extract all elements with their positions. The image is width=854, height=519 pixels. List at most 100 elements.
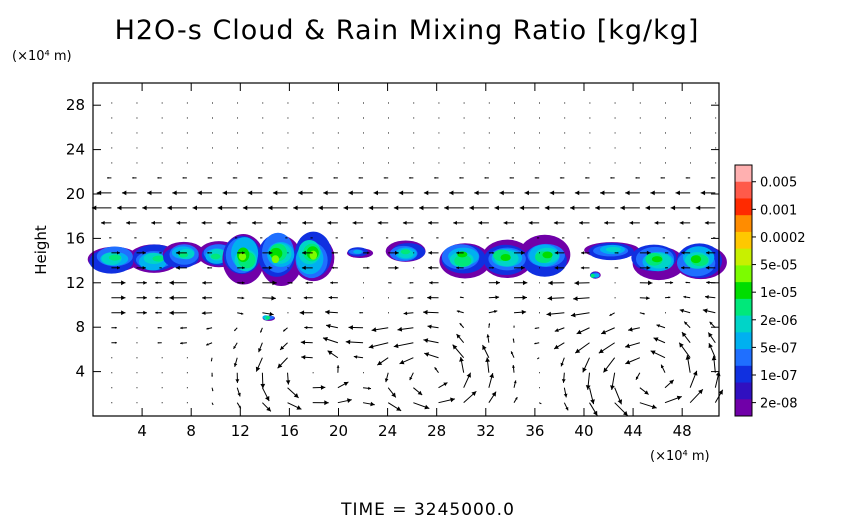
wind-vector-head: [456, 266, 459, 270]
x-tick-label: 36: [525, 422, 544, 440]
wind-vector-head: [669, 379, 674, 385]
wind-vector-head: [121, 190, 127, 196]
wind-vector-head: [537, 358, 539, 359]
wind-vector-head: [301, 265, 306, 270]
wind-vector-head: [628, 327, 633, 332]
wind-vector-head: [459, 323, 462, 326]
wind-vector-head: [585, 385, 591, 390]
cloud-contour: [152, 255, 165, 262]
wind-vector-head: [409, 282, 411, 284]
wind-vector-head: [620, 205, 625, 211]
wind-vector-head: [143, 310, 147, 315]
wind-vector-head: [157, 326, 160, 329]
wind-vector-head: [593, 410, 598, 416]
wind-vector-head: [260, 237, 261, 239]
colorbar-swatch: [735, 315, 752, 333]
wind-vector-head: [327, 350, 333, 356]
wind-vector-head: [600, 190, 605, 196]
wind-vector-head: [377, 360, 383, 366]
wind-vector-head: [242, 281, 245, 285]
wind-vector-head: [310, 237, 312, 239]
wind-vector-head: [653, 337, 659, 342]
wind-vector-head: [459, 177, 461, 179]
cloud-contour: [542, 251, 553, 259]
wind-vector-head: [576, 329, 582, 335]
wind-vector-head: [491, 391, 497, 397]
y-tick-label: 24: [66, 141, 85, 159]
y-tick-label: 8: [75, 318, 85, 336]
wind-vector-head: [650, 350, 656, 355]
wind-vector-head: [496, 280, 500, 285]
wind-vector-head: [298, 190, 303, 196]
wind-vector-head: [704, 295, 709, 300]
wind-vector-head: [242, 266, 245, 270]
wind-vector-head: [100, 220, 105, 225]
wind-vector-head: [513, 325, 515, 327]
wind-vector-head: [417, 390, 423, 396]
wind-vector-head: [285, 380, 291, 385]
wind-vector-head: [301, 355, 306, 360]
wind-vector-head: [326, 323, 331, 329]
wind-vector-head: [258, 348, 262, 353]
wind-vector-head: [427, 324, 432, 329]
wind-vector-head: [644, 390, 649, 395]
wind-vector-head: [305, 281, 309, 285]
wind-vector-head: [206, 327, 209, 330]
wind-vector-head: [610, 385, 615, 390]
wind-vector-head: [268, 265, 273, 270]
colorbar-swatch: [735, 365, 752, 384]
wind-vector-head: [423, 309, 428, 315]
wind-vector-head: [554, 266, 559, 270]
colorbar-label: 1e-07: [760, 369, 798, 384]
wind-vector-head: [232, 177, 235, 179]
wind-vector-head: [622, 410, 628, 416]
wind-vector-head: [408, 177, 411, 179]
wind-vector-head: [207, 251, 209, 254]
wind-vector-head: [211, 389, 214, 392]
wind-vector-head: [651, 404, 657, 410]
wind-vector-head: [488, 323, 491, 325]
colorbar-swatch: [735, 399, 752, 417]
wind-vector-head: [511, 237, 513, 239]
y-tick-label: 20: [66, 185, 85, 203]
wind-vector-head: [328, 295, 332, 300]
colorbar-label: 2e-06: [760, 314, 798, 329]
wind-vector-head: [240, 312, 244, 315]
wind-vector-head: [121, 295, 126, 301]
wind-vector-head: [570, 312, 576, 318]
wind-vector-head: [629, 220, 634, 225]
wind-vector-head: [272, 280, 277, 286]
wind-vector-head: [368, 386, 372, 390]
wind-vector-head: [436, 237, 438, 239]
wind-vector-head: [114, 326, 117, 329]
plot-frame: [92, 82, 720, 417]
wind-vector-head: [519, 205, 525, 211]
x-axis: 4 8 12 16 20 24 28 32 36 40 44 48: [137, 83, 692, 440]
wind-vector-head: [587, 237, 589, 239]
wind-vector-head: [238, 405, 241, 409]
wind-vector-head: [268, 205, 273, 211]
colorbar-swatch: [735, 265, 752, 283]
wind-vector-head: [167, 205, 172, 211]
wind-vector-head: [180, 326, 183, 330]
wind-vector-head: [662, 237, 664, 239]
wind-vector-head: [509, 177, 512, 179]
wind-vector-head: [234, 329, 236, 331]
wind-vector-head: [368, 205, 374, 211]
colorbar-label: 0.0002: [760, 231, 806, 246]
wind-vector-head: [513, 380, 517, 384]
wind-vector-head: [330, 281, 333, 285]
wind-vector-head: [549, 190, 555, 196]
wind-vector-head: [503, 220, 508, 225]
y-tick-label: 12: [66, 274, 85, 292]
wind-vector-head: [207, 266, 209, 269]
y-tick-label: 16: [66, 229, 85, 247]
cloud-field: [87, 231, 727, 321]
wind-vector-head: [710, 177, 713, 179]
y-tick-label: 28: [66, 96, 85, 114]
wind-vector-head: [234, 237, 236, 239]
colorbar-swatch: [735, 198, 752, 216]
wind-vector-head: [534, 342, 537, 345]
x-tick-label: 4: [137, 422, 147, 440]
